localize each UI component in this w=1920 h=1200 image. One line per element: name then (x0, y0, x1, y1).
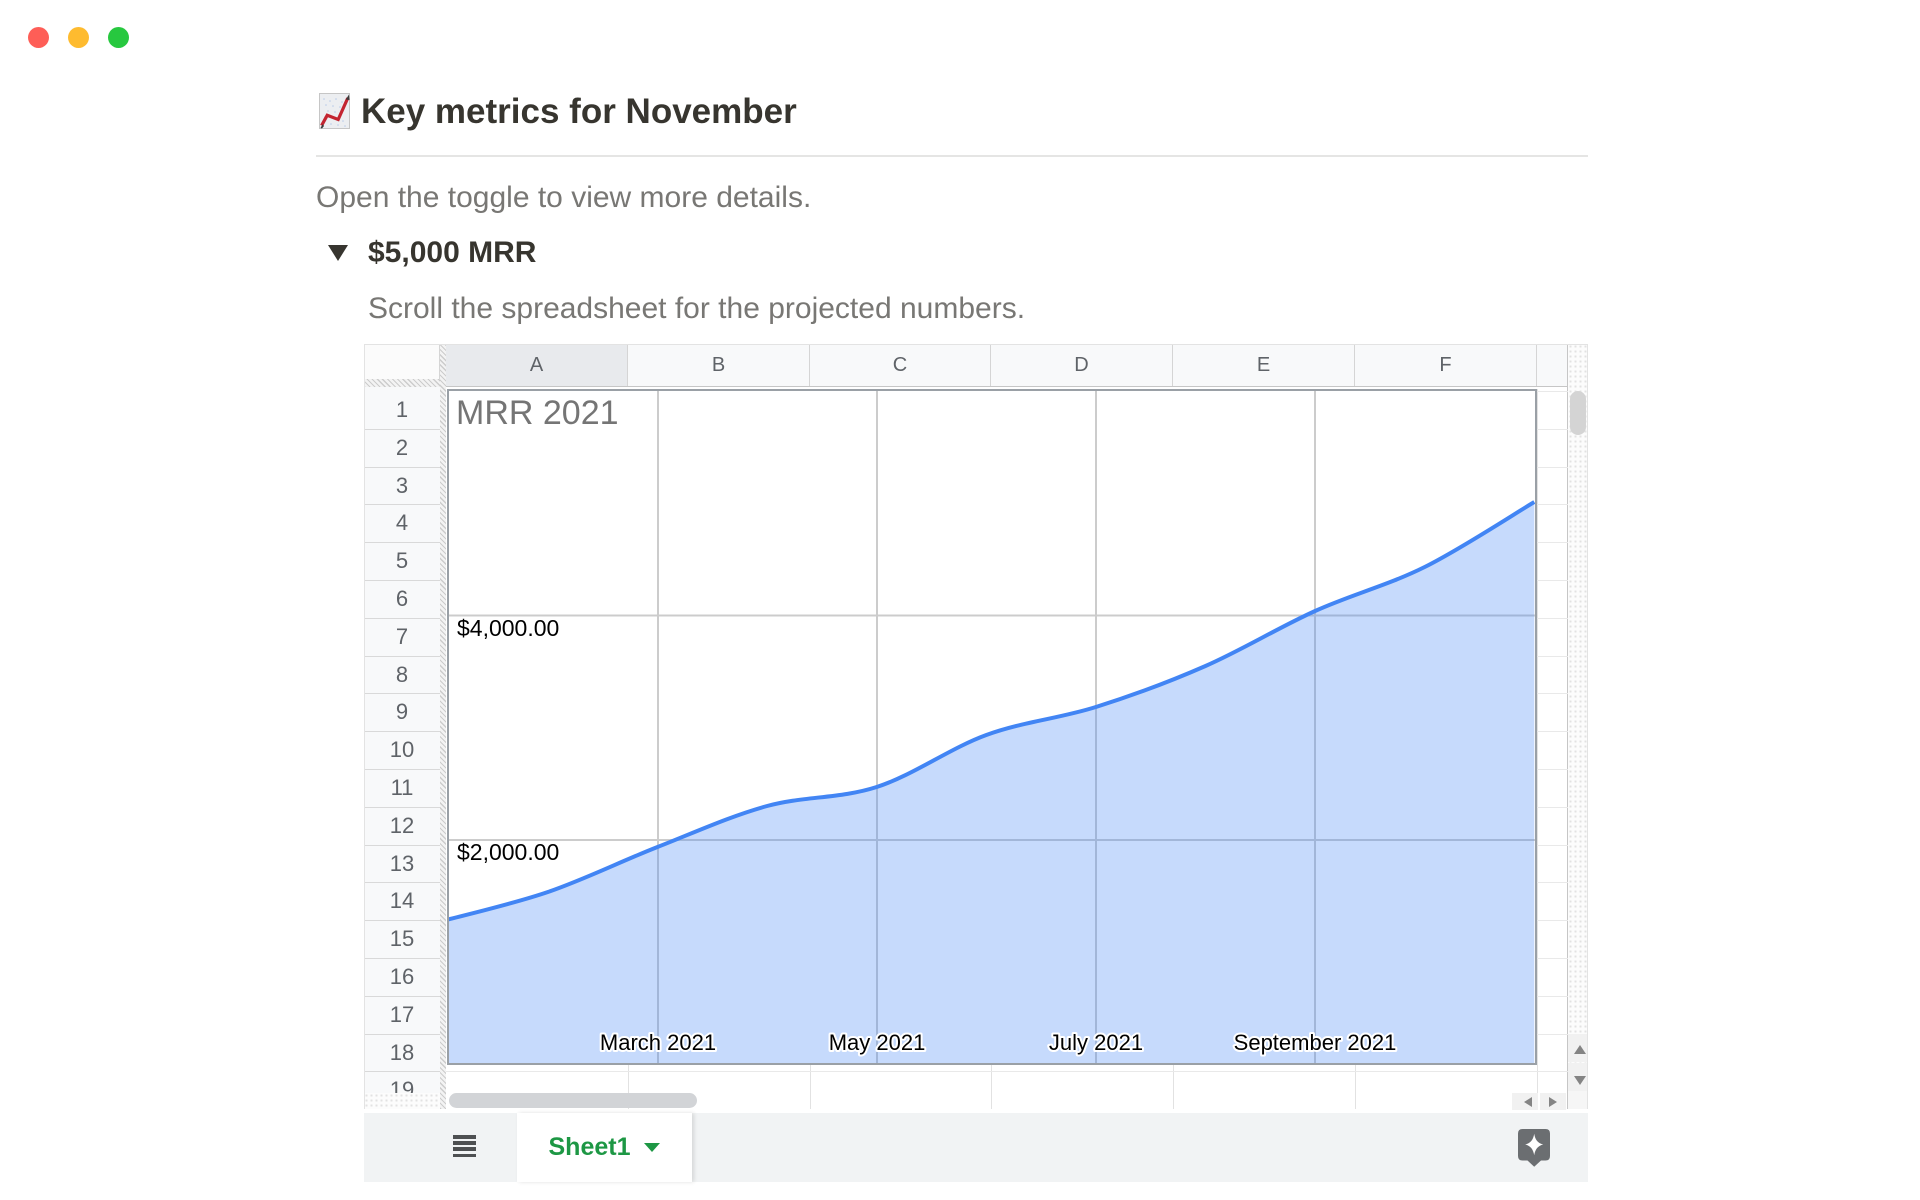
svg-text:May 2021: May 2021 (829, 1030, 926, 1055)
svg-text:March 2021: March 2021 (600, 1030, 716, 1055)
svg-text:July 2021: July 2021 (1049, 1030, 1143, 1055)
svg-text:$2,000.00: $2,000.00 (457, 839, 559, 865)
svg-text:September 2021: September 2021 (1234, 1030, 1397, 1055)
svg-text:$4,000.00: $4,000.00 (457, 615, 559, 641)
svg-text:MRR 2021: MRR 2021 (456, 394, 619, 432)
